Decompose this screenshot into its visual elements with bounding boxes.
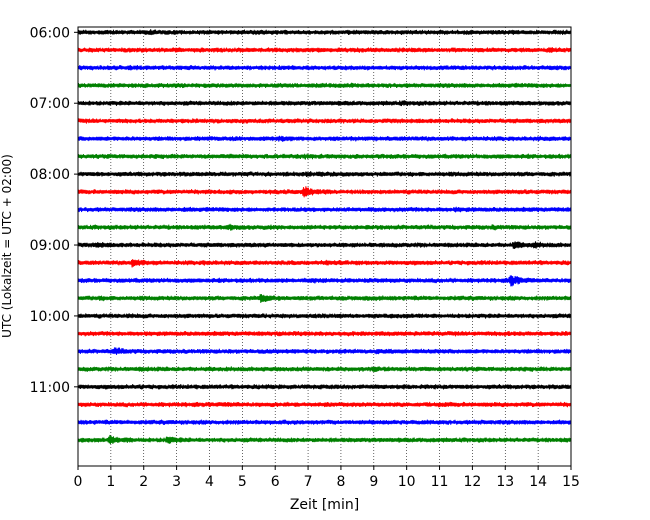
y-tick-label: 09:00 (30, 238, 70, 254)
plot-frame (77, 26, 572, 467)
x-tick-label: 2 (139, 474, 148, 490)
x-tick-label: 3 (172, 474, 181, 490)
x-tick-label: 8 (336, 474, 345, 490)
trace-line (77, 366, 572, 373)
y-axis-label: UTC (Lokalzeit = UTC + 02:00) (0, 154, 14, 338)
trace-line (77, 118, 572, 124)
x-tick-label: 9 (369, 474, 378, 490)
trace-line (77, 206, 572, 213)
x-axis-label: Zeit [min] (290, 497, 359, 513)
x-tick-label: 14 (529, 474, 547, 490)
trace-line (77, 434, 572, 445)
x-axis-ticks: 0 1 2 3 4 5 6 7 8 9 10 11 12 13 14 15 (74, 466, 580, 490)
y-axis-ticks: 06:00 07:00 08:00 09:00 10:00 11:00 (30, 25, 78, 396)
x-tick-label: 1 (106, 474, 115, 490)
trace-line (77, 330, 572, 337)
y-tick-label: 11:00 (30, 380, 70, 396)
x-tick-label: 11 (431, 474, 449, 490)
trace-line (77, 347, 572, 355)
x-tick-label: 0 (74, 474, 83, 490)
x-tick-label: 4 (205, 474, 214, 490)
trace-line (77, 241, 572, 249)
trace-line (77, 223, 572, 231)
trace-line (77, 384, 572, 390)
x-tick-label: 7 (304, 474, 313, 490)
trace-line (77, 153, 572, 160)
trace-line (77, 186, 572, 198)
seismogram-traces (77, 29, 572, 445)
x-tick-label: 13 (496, 474, 514, 490)
trace-line (77, 293, 572, 303)
trace-line (77, 135, 572, 142)
y-tick-label: 07:00 (30, 96, 70, 112)
trace-line (77, 29, 572, 36)
trace-line (77, 401, 572, 408)
x-tick-label: 5 (238, 474, 247, 490)
trace-line (77, 259, 572, 268)
y-tick-label: 06:00 (30, 25, 70, 41)
trace-line (77, 419, 572, 425)
x-tick-label: 15 (562, 474, 580, 490)
trace-line (77, 82, 572, 89)
trace-line (77, 171, 572, 178)
y-tick-label: 08:00 (30, 167, 70, 183)
trace-line (77, 313, 572, 319)
x-tick-label: 6 (271, 474, 280, 490)
x-tick-label: 12 (463, 474, 481, 490)
trace-line (77, 64, 572, 71)
trace-line (77, 47, 572, 53)
y-tick-label: 10:00 (30, 309, 70, 325)
trace-line (77, 100, 572, 107)
x-tick-label: 10 (398, 474, 416, 490)
trace-line (77, 275, 572, 287)
